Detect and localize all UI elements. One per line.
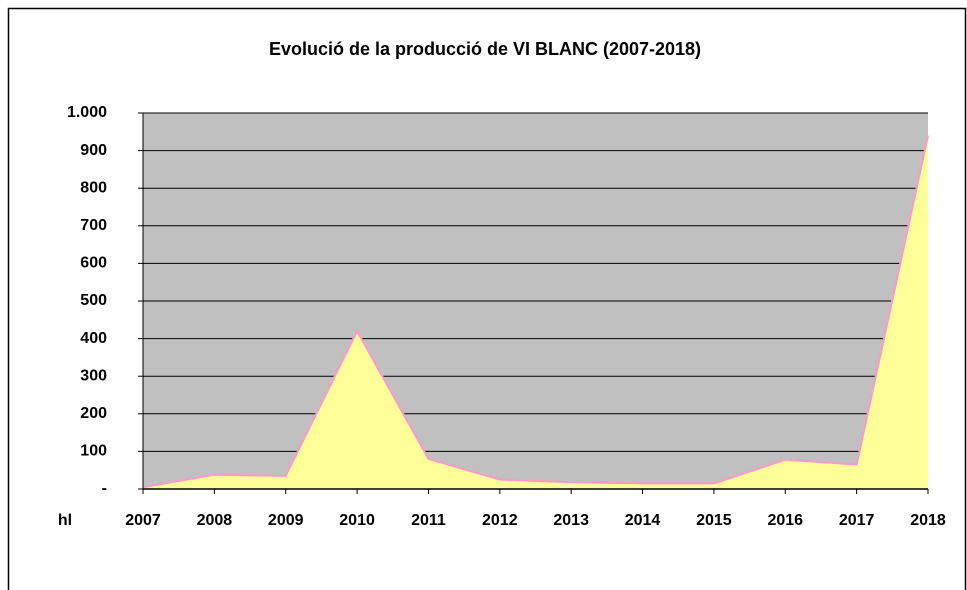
x-tick-label: 2007 <box>125 512 161 529</box>
x-tick-label: 2015 <box>696 512 732 529</box>
y-tick-label: 700 <box>80 217 107 234</box>
x-tick-label: 2013 <box>553 512 589 529</box>
area <box>143 135 928 489</box>
x-tick-label: 2008 <box>197 512 233 529</box>
y-tick-label: 400 <box>80 330 107 347</box>
y-tick-label: 1.000 <box>67 104 107 121</box>
chart-title: Evolució de la producció de VI BLANC (20… <box>269 39 701 59</box>
x-tick-label: 2018 <box>910 512 946 529</box>
x-tick-label: 2010 <box>339 512 375 529</box>
x-tick-label: 2016 <box>767 512 803 529</box>
x-tick-label: 2011 <box>411 512 446 529</box>
x-tick-label: 2009 <box>268 512 304 529</box>
y-tick-label: 500 <box>80 292 107 309</box>
y-tick-label: 200 <box>80 405 107 422</box>
y-tick-label: - <box>102 480 107 497</box>
x-tick-label: 2014 <box>625 512 661 529</box>
y-axis-label: hl <box>58 512 72 529</box>
y-tick-label: 100 <box>80 443 107 460</box>
chart-frame <box>7 7 967 590</box>
y-tick-label: 800 <box>80 179 107 196</box>
y-tick-label: 900 <box>80 142 107 159</box>
y-tick-label: 300 <box>80 367 107 384</box>
x-tick-label: 2012 <box>482 512 518 529</box>
x-tick-label: 2017 <box>839 512 875 529</box>
y-tick-label: 600 <box>80 255 107 272</box>
area-outline <box>142 135 929 489</box>
